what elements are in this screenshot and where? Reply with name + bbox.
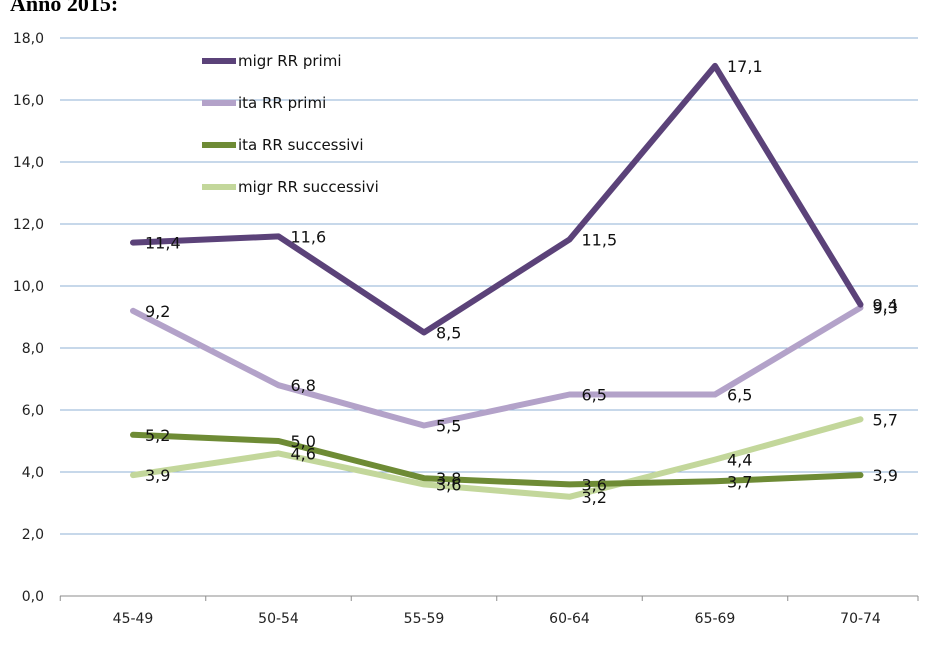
series-lines [130, 62, 864, 500]
legend-label: ita RR primi [238, 94, 326, 112]
x-tick-label: 55-59 [404, 611, 445, 627]
data-label: 5,2 [145, 426, 170, 445]
page-title: Anno 2015: [10, 0, 119, 16]
x-tick-label: 65-69 [695, 611, 736, 627]
data-label: 11,6 [291, 227, 327, 246]
y-tick-label: 2,0 [22, 527, 44, 543]
data-label: 11,4 [145, 234, 181, 253]
data-label: 6,8 [291, 376, 316, 395]
data-label: 3,8 [436, 469, 461, 488]
data-label: 4,6 [291, 444, 316, 463]
data-label: 6,5 [582, 386, 607, 405]
data-label: 8,5 [436, 324, 461, 343]
series-line [130, 304, 864, 429]
series-line [130, 62, 864, 336]
data-label: 3,9 [873, 466, 898, 485]
y-tick-label: 0,0 [22, 589, 44, 605]
series-line [130, 416, 864, 500]
x-tick-label: 70-74 [840, 611, 881, 627]
data-label: 6,5 [727, 386, 752, 405]
data-label: 3,2 [582, 488, 607, 507]
data-label: 4,4 [727, 451, 752, 470]
gridlines [60, 37, 918, 597]
y-tick-label: 8,0 [22, 341, 44, 357]
data-label: 5,7 [873, 410, 898, 429]
data-label: 9,3 [873, 299, 898, 318]
legend-label: migr RR successivi [238, 178, 379, 196]
series-line [130, 431, 864, 488]
y-tick-label: 12,0 [13, 217, 44, 233]
y-tick-label: 14,0 [13, 155, 44, 171]
axes: 0,0 2,0 4,0 6,0 8,0 10,0 12,0 14,0 16,0 18,0 45-49… [13, 31, 919, 627]
y-tick-label: 6,0 [22, 403, 44, 419]
x-tick-label: 60-64 [549, 611, 590, 627]
data-label: 5,5 [436, 417, 461, 436]
data-labels: 11,4 11,6 8,5 11,5 17,1 9,4 9,2 6,8 5,5 6,5 6,5 9,3… [145, 57, 898, 507]
data-label: 5,0 [291, 432, 316, 451]
data-label: 3,7 [727, 472, 752, 491]
legend-label: migr RR primi [238, 52, 341, 70]
y-tick-label: 4,0 [22, 465, 44, 481]
data-label: 11,5 [582, 231, 618, 250]
y-tick-label: 10,0 [13, 279, 44, 295]
y-tick-label: 18,0 [13, 31, 44, 47]
legend-label: ita RR successivi [238, 136, 364, 154]
data-label: 9,4 [873, 296, 898, 315]
x-tick-label: 45-49 [113, 611, 154, 627]
x-tick-label: 50-54 [258, 611, 299, 627]
data-label: 3,6 [582, 475, 607, 494]
data-label: 3,9 [145, 466, 170, 485]
data-label: 9,2 [145, 302, 170, 321]
y-tick-label: 16,0 [13, 93, 44, 109]
data-label: 3,6 [436, 475, 461, 494]
data-label: 17,1 [727, 57, 763, 76]
legend: migr RR primi ita RR primi ita RR successi… [202, 52, 379, 196]
